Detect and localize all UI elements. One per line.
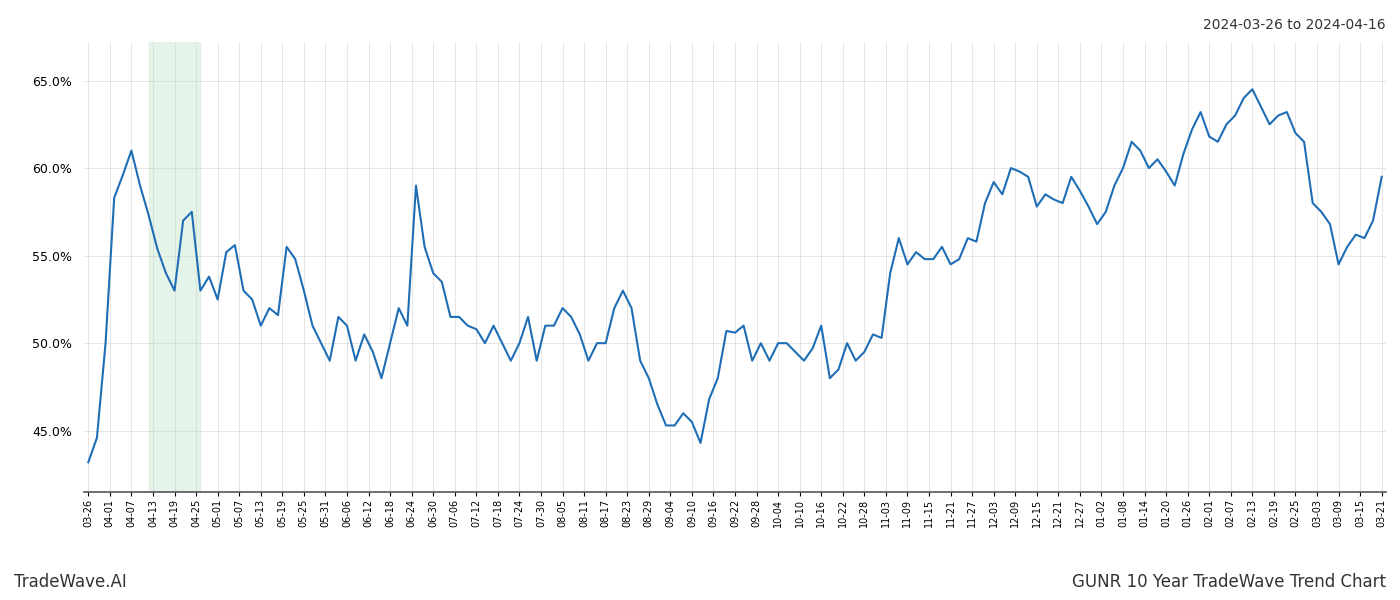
Text: GUNR 10 Year TradeWave Trend Chart: GUNR 10 Year TradeWave Trend Chart	[1072, 573, 1386, 591]
Text: TradeWave.AI: TradeWave.AI	[14, 573, 127, 591]
Text: 2024-03-26 to 2024-04-16: 2024-03-26 to 2024-04-16	[1204, 18, 1386, 32]
Bar	[148, 42, 200, 492]
